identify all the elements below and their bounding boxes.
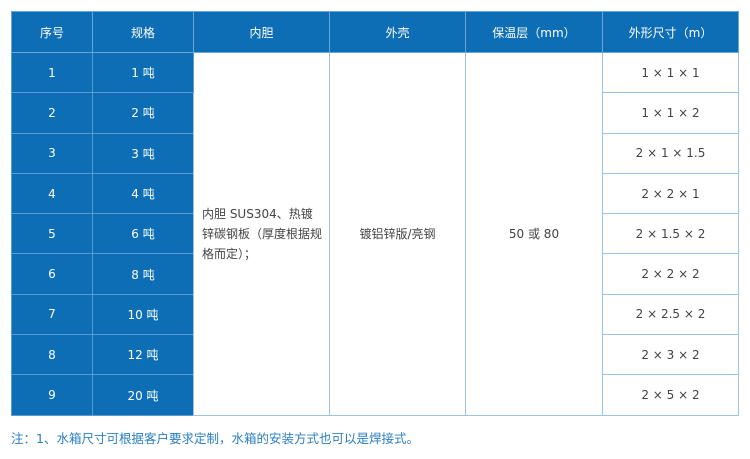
cell-shell: 镀铝锌版/亮钢 [329,52,466,416]
header-spec: 规格 [92,11,194,53]
table-row: 3 3 吨 2 × 1 × 1.5 [11,132,739,174]
table-row: 5 6 吨 2 × 1.5 × 2 [11,213,739,255]
cell-size: 1 × 1 × 1 [602,51,739,94]
cell-spec: 8 吨 [92,253,194,295]
cell-size: 2 × 2.5 × 2 [602,293,739,336]
header-size: 外形尺寸（m） [602,11,739,53]
cell-no: 8 [11,334,93,376]
cell-size: 2 × 1.5 × 2 [602,213,739,255]
cell-spec: 3 吨 [92,132,194,174]
header-shell: 外壳 [329,11,466,53]
table-row: 4 4 吨 2 × 2 × 1 [11,172,739,215]
cell-spec: 1 吨 [92,51,194,94]
cell-spec: 12 吨 [92,334,194,376]
cell-no: 9 [11,374,93,416]
cell-no: 2 [11,92,93,134]
cell-size: 2 × 2 × 2 [602,253,739,295]
header-inner: 内胆 [193,11,330,53]
cell-size: 2 × 2 × 1 [602,172,739,215]
header-insulation: 保温层（mm） [465,11,603,53]
cell-no: 4 [11,172,93,215]
table-row: 8 12 吨 2 × 3 × 2 [11,334,739,376]
cell-no: 1 [11,51,93,94]
cell-size: 2 × 1 × 1.5 [602,132,739,174]
cell-inner: 内胆 SUS304、热镀锌碳钢板（厚度根据规格而定）； [193,52,330,416]
cell-size: 1 × 1 × 2 [602,92,739,134]
cell-spec: 10 吨 [92,293,194,336]
cell-size: 2 × 5 × 2 [602,374,739,416]
cell-spec: 2 吨 [92,92,194,134]
spec-table: 序号 规格 内胆 外壳 保温层（mm） 外形尺寸（m） 1 1 吨内胆 SUS3… [11,11,739,416]
cell-spec: 20 吨 [92,374,194,416]
cell-no: 7 [11,293,93,336]
cell-no: 5 [11,213,93,255]
table-row: 9 20 吨 2 × 5 × 2 [11,374,739,416]
header-row: 序号 规格 内胆 外壳 保温层（mm） 外形尺寸（m） [11,11,739,53]
header-no: 序号 [11,11,93,53]
cell-no: 6 [11,253,93,295]
cell-insulation: 50 或 80 [465,52,603,416]
cell-no: 3 [11,132,93,174]
table-row: 6 8 吨 2 × 2 × 2 [11,253,739,295]
cell-size: 2 × 3 × 2 [602,334,739,376]
cell-spec: 4 吨 [92,172,194,215]
footnote: 注：1、水箱尺寸可根据客户要求定制，水箱的安装方式也可以是焊接式。 [11,431,419,446]
cell-spec: 6 吨 [92,213,194,255]
table-row: 1 1 吨内胆 SUS304、热镀锌碳钢板（厚度根据规格而定）； 镀铝锌版/亮钢… [11,51,739,416]
table-row: 7 10 吨 2 × 2.5 × 2 [11,293,739,336]
